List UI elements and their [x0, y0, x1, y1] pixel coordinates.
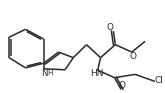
Text: HN: HN	[90, 69, 104, 78]
Text: N: N	[41, 69, 47, 78]
Text: H: H	[47, 70, 52, 76]
Text: Cl: Cl	[155, 76, 164, 85]
Text: O: O	[119, 81, 126, 90]
Text: O: O	[129, 52, 136, 61]
Text: O: O	[107, 23, 114, 32]
